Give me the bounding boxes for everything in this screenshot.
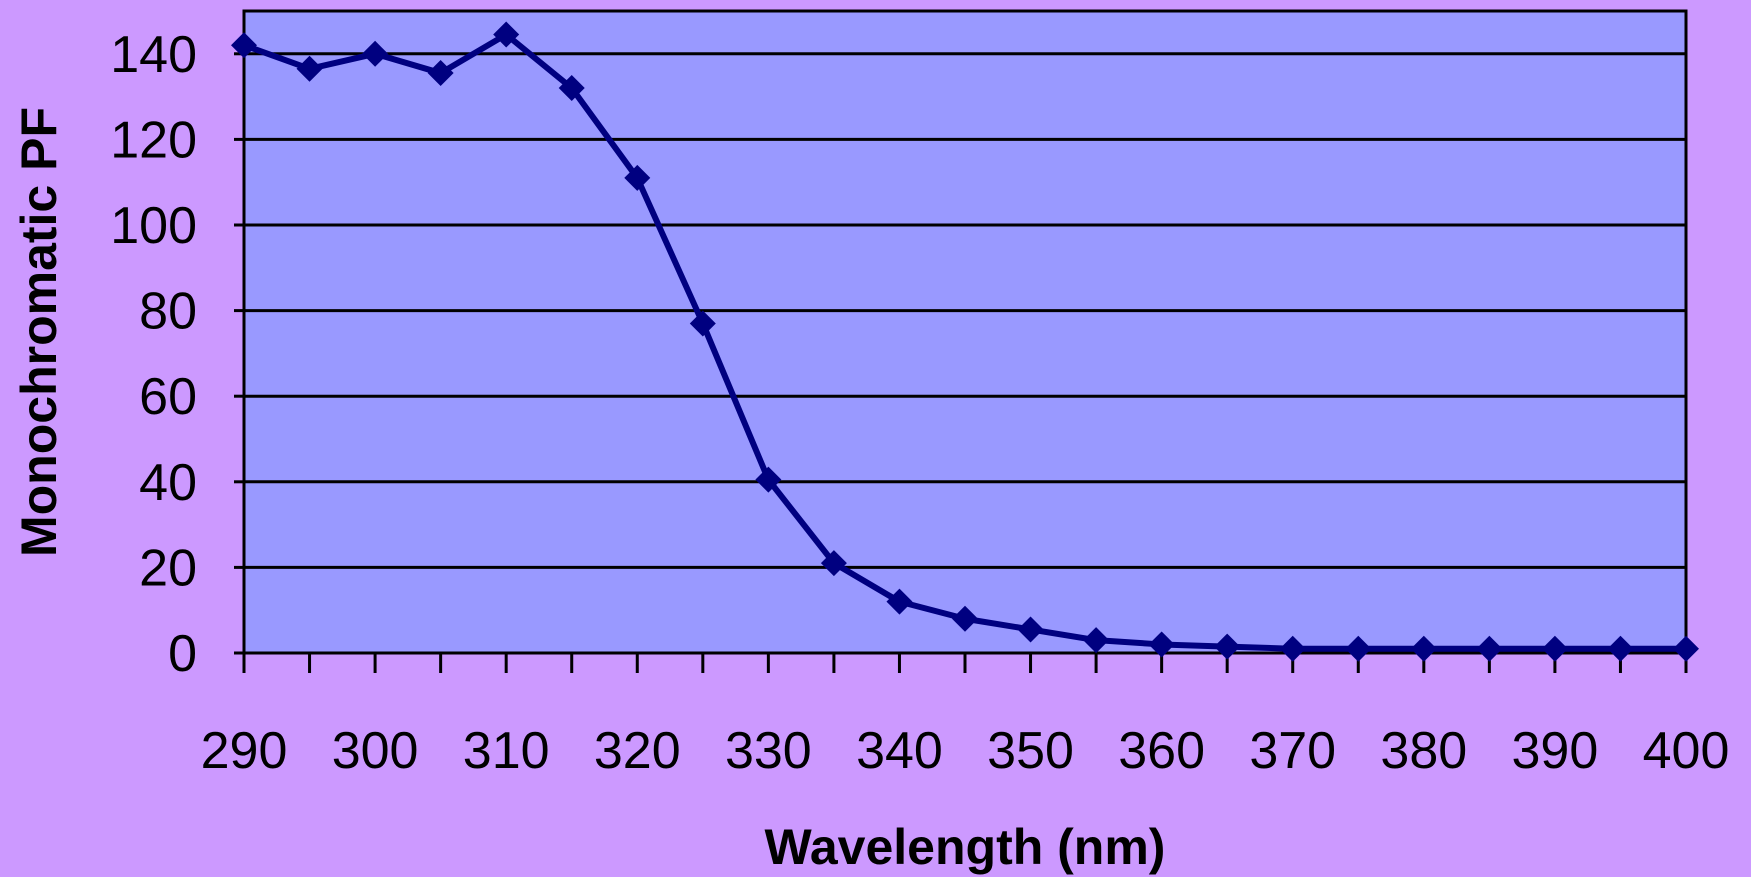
- x-tick-label: 350: [987, 722, 1074, 780]
- y-tick-label: 120: [110, 111, 197, 169]
- y-tick-label: 0: [168, 625, 197, 683]
- data-point: [231, 32, 257, 59]
- data-point: [493, 21, 520, 48]
- data-point: [1541, 635, 1568, 662]
- data-point: [1017, 616, 1044, 643]
- x-tick-label: 380: [1380, 722, 1467, 780]
- data-point: [1083, 627, 1110, 654]
- data-point: [1476, 635, 1503, 662]
- y-tick-label: 80: [139, 283, 197, 341]
- x-axis-title: Wavelength (nm): [765, 819, 1166, 875]
- x-tick-label: 300: [332, 722, 419, 780]
- x-tick-label: 370: [1249, 722, 1336, 780]
- data-point: [1148, 631, 1175, 658]
- y-tick-label: 100: [110, 197, 197, 255]
- data-point: [1345, 635, 1372, 662]
- data-point: [886, 588, 913, 615]
- plot-area: [242, 9, 1688, 655]
- x-tick-label: 320: [594, 722, 681, 780]
- data-point: [296, 55, 323, 82]
- data-point: [952, 605, 978, 632]
- y-axis-title: Monochromatic PF: [11, 107, 67, 557]
- data-point: [558, 75, 585, 102]
- x-tick-label: 360: [1118, 722, 1205, 780]
- data-point: [1279, 635, 1306, 662]
- x-tick-label: 330: [725, 722, 812, 780]
- x-axis-ticks: 290 300 310 320 330 340 350 360 370 380 390 400: [201, 653, 1730, 780]
- y-axis-ticks: 0 20 40 60 80 100 120 140: [110, 26, 244, 683]
- y-tick-label: 60: [139, 368, 197, 426]
- series-layer: [231, 21, 1699, 662]
- data-point: [1214, 633, 1241, 660]
- data-point: [689, 310, 716, 337]
- grid-lines: [244, 52, 1686, 569]
- data-point: [1410, 635, 1437, 662]
- data-point: [820, 550, 847, 577]
- y-tick-label: 40: [139, 454, 197, 512]
- x-tick-label: 390: [1512, 722, 1599, 780]
- data-point: [427, 60, 454, 87]
- x-tick-label: 340: [856, 722, 943, 780]
- y-tick-label: 140: [110, 26, 197, 84]
- data-point: [755, 466, 782, 493]
- x-tick-label: 310: [463, 722, 550, 780]
- data-point: [624, 164, 651, 191]
- x-tick-label: 400: [1643, 722, 1730, 780]
- x-tick-label: 290: [201, 722, 288, 780]
- data-point: [362, 40, 389, 67]
- data-point: [1607, 635, 1634, 662]
- data-point: [1673, 635, 1699, 662]
- y-tick-label: 20: [139, 539, 197, 597]
